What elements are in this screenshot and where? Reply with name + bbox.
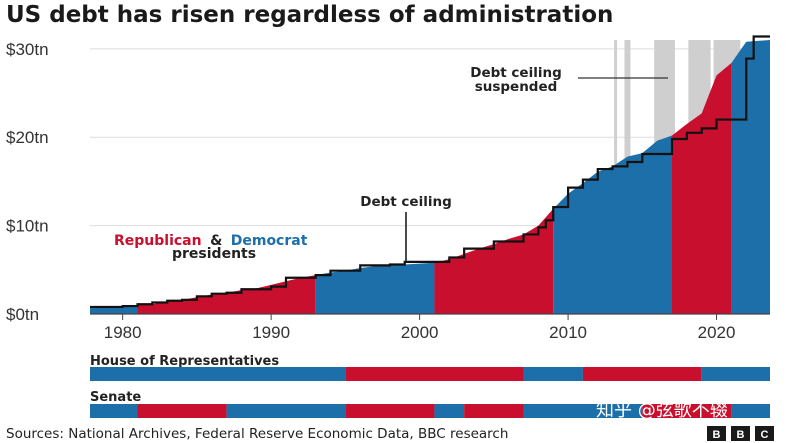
x-tick-label-1: 1990 xyxy=(252,323,290,342)
senate-segment-7-republican xyxy=(642,404,732,418)
x-tick-label-4: 2020 xyxy=(698,323,736,342)
senate-segment-4-democrat xyxy=(434,404,465,418)
y-tick-label-1: $10tn xyxy=(6,217,49,236)
presidency-area-6-democrat xyxy=(731,40,770,314)
presidency-area-2-democrat xyxy=(315,262,435,314)
house-label: House of Representatives xyxy=(90,354,279,369)
bbc-box-1 xyxy=(707,426,726,441)
ceiling-step-line xyxy=(90,35,770,309)
ceiling-layer xyxy=(90,35,770,309)
senate-segment-3-republican xyxy=(345,404,435,418)
presidency-area-3-republican xyxy=(434,208,554,314)
legend-presidents: presidents xyxy=(172,246,256,262)
watermark: 知乎 @弦歌不辍 xyxy=(596,400,728,421)
house-segment-2-democrat xyxy=(523,367,583,381)
axes-layer: $0tn $10tn $20tn $30tn 1980 1990 2000 2010 2020 xyxy=(6,40,770,342)
suspended-annotation-line1: Debt ceiling xyxy=(470,65,562,81)
bbc-logo: B B C xyxy=(707,426,774,441)
suspended-annotation-line2: suspended xyxy=(475,79,558,95)
presidency-area-4-democrat xyxy=(553,135,673,314)
senate-segment-5-republican xyxy=(464,404,524,418)
senate-label: Senate xyxy=(90,390,141,405)
house-segment-0-democrat xyxy=(90,367,346,381)
x-tick-label-2: 2000 xyxy=(401,323,439,342)
bbc-letter-2: B xyxy=(737,429,745,441)
legend-republican: Republican xyxy=(114,233,202,249)
senate-segment-2-democrat xyxy=(226,404,346,418)
x-tick-label-0: 1980 xyxy=(104,323,142,342)
source-text: Sources: National Archives, Federal Rese… xyxy=(6,426,508,442)
bbc-box-2 xyxy=(731,426,750,441)
y-tick-label-0: $0tn xyxy=(6,305,39,324)
house-segment-3-republican xyxy=(582,367,702,381)
chart-title: US debt has risen regardless of administ… xyxy=(6,2,613,28)
house-strip xyxy=(90,367,770,381)
house-segment-4-democrat xyxy=(701,367,770,381)
ceiling-annotation: Debt ceiling xyxy=(360,194,452,210)
senate-segment-6-democrat xyxy=(523,404,643,418)
y-tick-label-3: $30tn xyxy=(6,40,49,59)
senate-segment-0-democrat xyxy=(90,404,138,418)
bbc-letter-3: C xyxy=(761,429,769,441)
y-tick-label-2: $20tn xyxy=(6,128,49,147)
bbc-box-3 xyxy=(755,426,774,441)
x-tick-label-3: 2010 xyxy=(549,323,587,342)
senate-strip xyxy=(90,404,770,418)
house-segment-1-republican xyxy=(345,367,524,381)
bbc-letter-1: B xyxy=(713,429,721,441)
presidents-legend: Republican & Democrat xyxy=(114,232,308,249)
senate-segment-8-democrat xyxy=(731,404,770,418)
senate-segment-1-republican xyxy=(137,404,227,418)
legend-ampersand: & xyxy=(210,233,222,249)
legend-democrat: Democrat xyxy=(231,233,308,249)
